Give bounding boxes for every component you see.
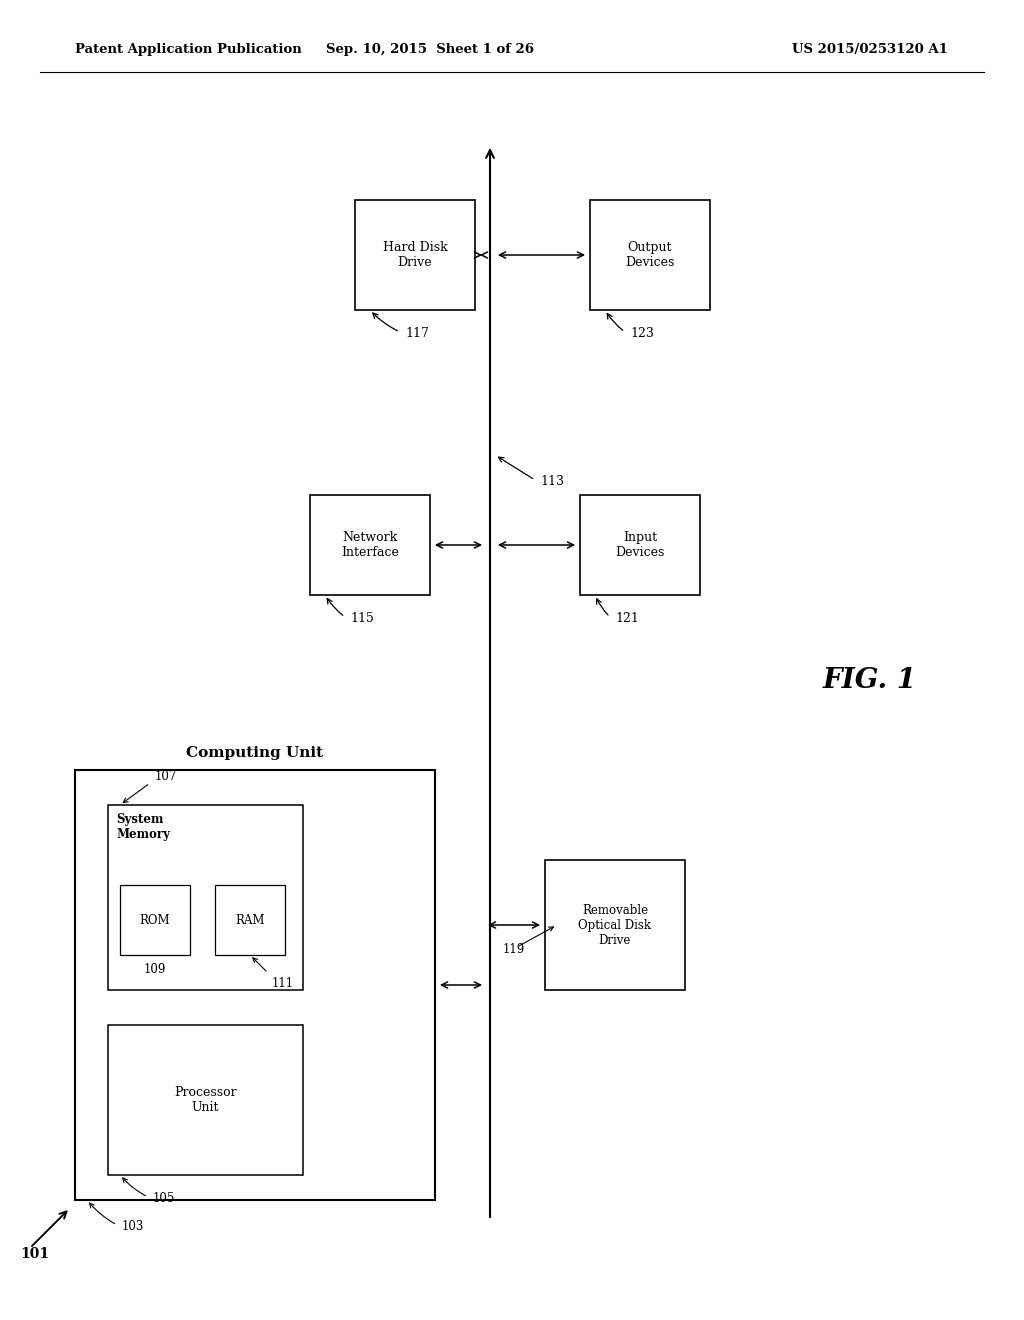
Bar xyxy=(590,201,710,310)
Text: Network
Interface: Network Interface xyxy=(341,531,399,558)
Bar xyxy=(108,805,303,990)
Text: 111: 111 xyxy=(272,977,294,990)
Text: 119: 119 xyxy=(503,942,525,956)
Text: Patent Application Publication: Patent Application Publication xyxy=(75,44,302,57)
Text: Output
Devices: Output Devices xyxy=(626,242,675,269)
Bar xyxy=(215,884,285,954)
Text: 107: 107 xyxy=(155,770,177,783)
Text: Computing Unit: Computing Unit xyxy=(186,746,324,760)
Text: Sep. 10, 2015  Sheet 1 of 26: Sep. 10, 2015 Sheet 1 of 26 xyxy=(326,44,534,57)
Text: System
Memory: System Memory xyxy=(116,813,170,841)
Bar xyxy=(580,495,700,595)
Bar xyxy=(545,861,685,990)
Text: RAM: RAM xyxy=(236,913,265,927)
Bar xyxy=(355,201,475,310)
Text: 103: 103 xyxy=(122,1220,144,1233)
Text: 117: 117 xyxy=(406,327,429,341)
Text: 109: 109 xyxy=(143,964,166,975)
Bar xyxy=(75,770,435,1200)
Bar xyxy=(120,884,190,954)
Text: 101: 101 xyxy=(20,1247,49,1261)
Text: 123: 123 xyxy=(630,327,654,341)
Text: 105: 105 xyxy=(153,1192,175,1205)
Text: ROM: ROM xyxy=(139,913,170,927)
Text: 115: 115 xyxy=(350,612,374,624)
Text: FIG. 1: FIG. 1 xyxy=(823,667,918,693)
Text: US 2015/0253120 A1: US 2015/0253120 A1 xyxy=(792,44,948,57)
Text: Input
Devices: Input Devices xyxy=(615,531,665,558)
Text: Hard Disk
Drive: Hard Disk Drive xyxy=(383,242,447,269)
Bar xyxy=(310,495,430,595)
Text: Removable
Optical Disk
Drive: Removable Optical Disk Drive xyxy=(579,903,651,946)
Bar xyxy=(108,1026,303,1175)
Text: 113: 113 xyxy=(540,475,564,488)
Text: 121: 121 xyxy=(615,612,639,624)
Text: Processor
Unit: Processor Unit xyxy=(174,1086,237,1114)
